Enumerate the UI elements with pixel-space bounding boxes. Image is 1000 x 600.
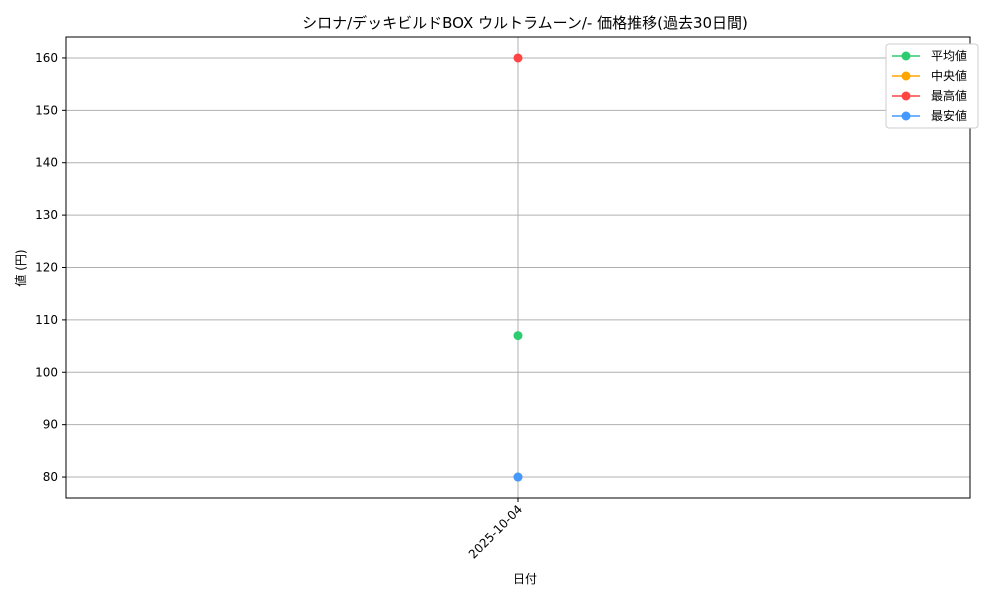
legend-label: 最安値 <box>931 108 967 123</box>
grid <box>66 37 970 498</box>
legend-marker <box>901 71 911 81</box>
y-tick-label: 90 <box>43 418 58 432</box>
data-point <box>513 472 523 482</box>
legend-marker <box>901 111 911 121</box>
legend-label: 平均値 <box>931 48 967 63</box>
y-tick-label: 110 <box>35 313 58 327</box>
legend-label: 中央値 <box>931 68 967 83</box>
y-tick-label: 160 <box>35 51 58 65</box>
y-tick-label: 140 <box>35 156 58 170</box>
data-point <box>513 53 523 63</box>
data-point <box>513 331 523 341</box>
legend-label: 最高値 <box>931 88 967 103</box>
x-tick-label: 2025-10-04 <box>466 502 525 561</box>
y-axis-label: 値 (円) <box>13 249 28 286</box>
y-tick-label: 120 <box>35 261 58 275</box>
legend-box <box>885 43 979 129</box>
y-tick-label: 130 <box>35 208 58 222</box>
chart-title: シロナ/デッキビルドBOX ウルトラムーン/- 価格推移(過去30日間) <box>302 14 748 32</box>
y-tick-label: 100 <box>35 365 58 379</box>
x-axis-label: 日付 <box>513 572 537 586</box>
legend-marker <box>901 51 911 61</box>
y-tick-label: 150 <box>35 103 58 117</box>
legend-marker <box>901 91 911 101</box>
y-tick-label: 80 <box>43 470 58 484</box>
